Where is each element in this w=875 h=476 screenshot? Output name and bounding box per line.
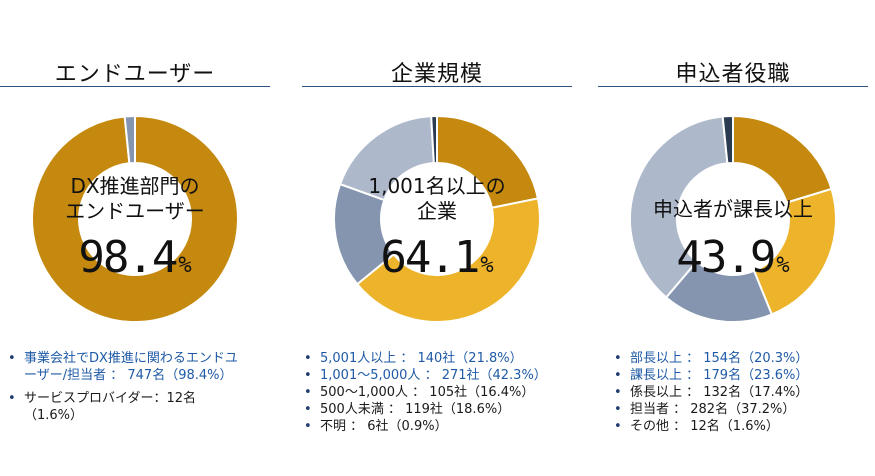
- center-value: 98.4%: [0, 234, 270, 290]
- center-value: 43.9%: [598, 234, 868, 290]
- center-value-number: 43.9: [676, 232, 776, 283]
- legend-item: 事業会社でDX推進に関わるエンドユーザー/担当者 ： 747名（98.4%）: [8, 350, 248, 384]
- legend-item: サービスプロバイダー：12名（1.6%）: [8, 390, 248, 424]
- panel-company-size: 企業規模 1,001名以上の 企業 64.1% 5,001人以上 ： 140社（…: [302, 0, 572, 476]
- legend-item: 担当者 ： 282名（37.2%）: [614, 401, 854, 418]
- legend-item: その他 ： 12名（1.6%）: [614, 418, 854, 435]
- center-label: 1,001名以上の 企業: [302, 174, 572, 224]
- legend-item: 不明 ： 6社（0.9%）: [304, 418, 564, 435]
- center-value-number: 98.4: [78, 232, 178, 283]
- donut-slice: [123, 116, 136, 165]
- center-label: 申込者が課長以上: [598, 197, 868, 222]
- legend: 部長以上 ： 154名（20.3%） 課長以上 ： 179名（23.6%） 係長…: [614, 350, 854, 435]
- center-value: 64.1%: [302, 234, 572, 290]
- title-divider: [0, 86, 270, 87]
- center-label-line: 企業: [417, 199, 457, 223]
- chart-title: 申込者役職: [675, 62, 791, 87]
- legend: 5,001人以上 ： 140社（21.8%） 1,001～5,000人 ： 27…: [304, 350, 564, 435]
- center-label-line: エンドユーザー: [65, 199, 205, 223]
- donut-slice: [355, 197, 541, 323]
- donut-slice: [629, 116, 729, 299]
- donut-chart: [333, 116, 541, 323]
- legend: 事業会社でDX推進に関わるエンドユーザー/担当者 ： 747名（98.4%） サ…: [8, 350, 248, 430]
- donut-slice: [721, 116, 734, 165]
- legend-item: 5,001人以上 ： 140社（21.8%）: [304, 350, 564, 367]
- center-label-line: DX推進部門の: [70, 174, 200, 198]
- chart-title: 企業規模: [390, 62, 483, 87]
- title-divider: [598, 86, 868, 87]
- legend-item: 部長以上 ： 154名（20.3%）: [614, 350, 854, 367]
- center-label-line: 申込者が課長以上: [653, 197, 813, 221]
- title-divider: [302, 86, 572, 87]
- panel-end-user: エンドユーザー DX推進部門の エンドユーザー 98.4% 事業会社でDX推進に…: [0, 0, 270, 476]
- legend-item: 500～1,000人 ： 105社（16.4%）: [304, 384, 564, 401]
- legend-item: 500人未満 ： 119社（18.6%）: [304, 401, 564, 418]
- donut-slice: [752, 187, 837, 316]
- donut-slice: [430, 116, 438, 165]
- panel-applicant-position: 申込者役職 申込者が課長以上 43.9% 部長以上 ： 154名（20.3%） …: [598, 0, 868, 476]
- donut-slice: [732, 116, 833, 204]
- center-value-unit: %: [178, 253, 192, 278]
- center-label-line: 1,001名以上の: [368, 174, 506, 198]
- donut-chart: [629, 116, 837, 323]
- donut-slice: [31, 116, 239, 323]
- chart-title: エンドユーザー: [54, 62, 216, 87]
- donut-chart: [31, 116, 239, 323]
- legend-item: 1,001～5,000人 ： 271社（42.3%）: [304, 367, 564, 384]
- center-value-number: 64.1: [380, 232, 480, 283]
- legend-item: 係長以上 ： 132名（17.4%）: [614, 384, 854, 401]
- center-value-unit: %: [776, 253, 790, 278]
- legend-item: 課長以上 ： 179名（23.6%）: [614, 367, 854, 384]
- center-label: DX推進部門の エンドユーザー: [0, 174, 270, 224]
- center-value-unit: %: [480, 253, 494, 278]
